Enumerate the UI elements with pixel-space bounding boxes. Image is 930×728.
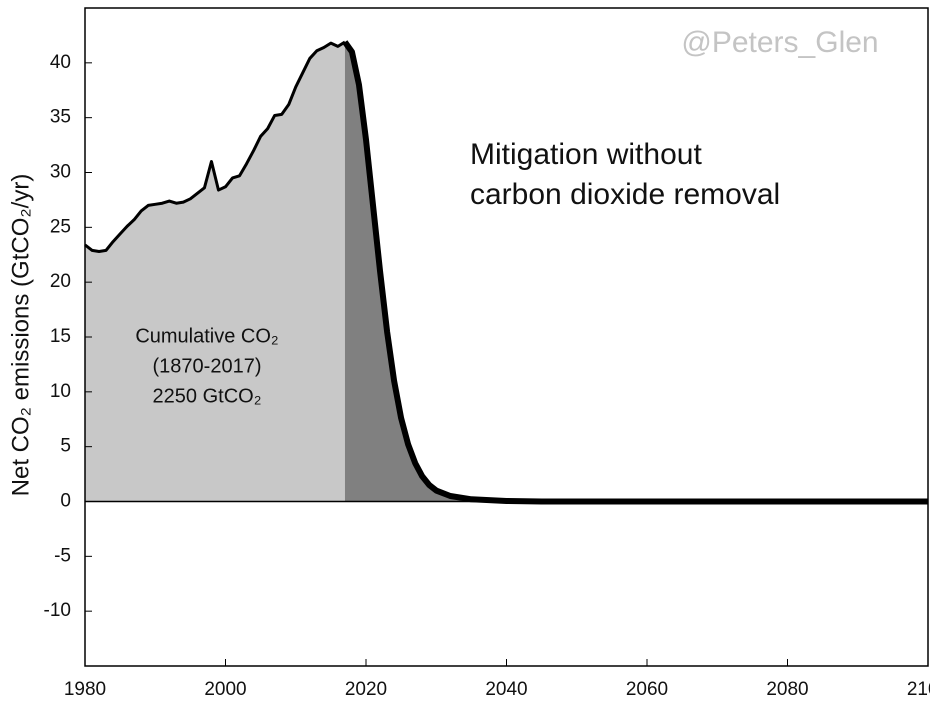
y-tick-label: 20 (50, 271, 71, 292)
area-label: 2250 GtCO₂ (153, 385, 262, 407)
x-tick-label: 2080 (766, 679, 808, 700)
line (84, 40, 346, 253)
y-tick-label: 10 (50, 381, 71, 402)
area-label: Cumulative CO₂ (135, 325, 278, 347)
x-tick-label: 2040 (485, 679, 527, 700)
area (85, 41, 345, 502)
x-tick-label: 2000 (204, 679, 246, 700)
y-tick-label: 15 (50, 326, 71, 347)
annotation: carbon dioxide removal (470, 178, 780, 211)
y-tick-label: 40 (50, 52, 71, 73)
y-tick-label: 25 (50, 216, 71, 237)
y-tick-label: -5 (54, 545, 71, 566)
watermark: @Peters_Glen (681, 26, 878, 59)
line (342, 40, 928, 505)
x-tick-label: 2020 (345, 679, 387, 700)
y-tick-label: 35 (50, 107, 71, 128)
y-axis-label: Net CO₂ emissions (GtCO₂/yr) (7, 174, 34, 497)
x-tick-label: 2100 (907, 679, 930, 700)
y-tick-label: 0 (60, 491, 71, 512)
annotation: Mitigation without (470, 138, 702, 171)
y-tick-label: 5 (60, 436, 71, 457)
y-tick-label: 30 (50, 162, 71, 183)
area-label: (1870-2017) (153, 355, 262, 377)
x-tick-label: 2060 (626, 679, 668, 700)
area (344, 41, 928, 502)
x-tick-label: 1980 (64, 679, 106, 700)
y-tick-label: -10 (44, 600, 71, 621)
